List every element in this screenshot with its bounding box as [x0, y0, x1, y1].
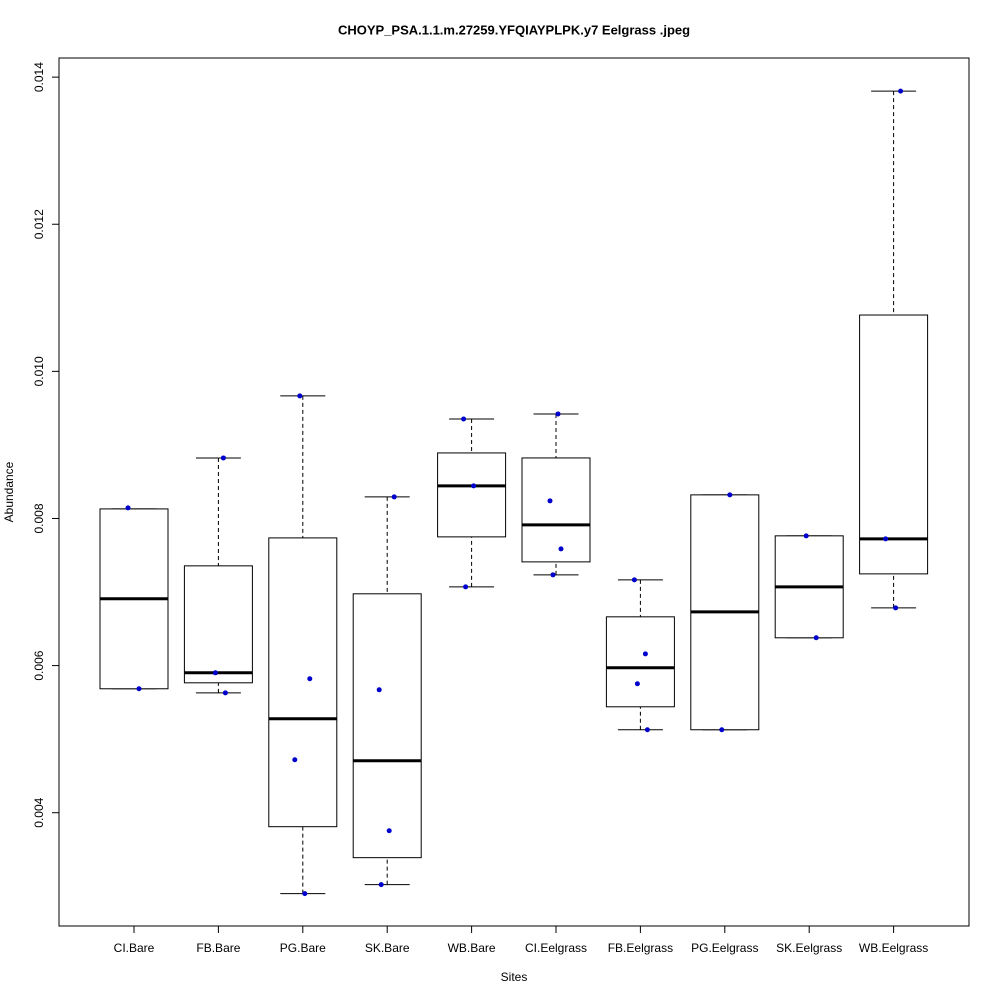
point — [378, 882, 384, 888]
x-tick-label: FB.Bare — [196, 941, 240, 955]
point — [307, 676, 313, 682]
point — [461, 416, 467, 422]
box — [352, 593, 422, 859]
point — [463, 584, 469, 590]
plot-frame — [58, 57, 970, 927]
point — [471, 483, 477, 489]
chart-title: CHOYP_PSA.1.1.m.27259.YFQIAYPLPK.y7 Eelg… — [338, 22, 690, 37]
point — [136, 686, 142, 692]
x-tick-label: PG.Eelgrass — [691, 941, 758, 955]
y-axis-label: Abundance — [2, 461, 16, 522]
point — [644, 727, 650, 733]
x-tick-label: WB.Bare — [448, 941, 496, 955]
point — [222, 690, 228, 696]
point — [297, 393, 303, 399]
point — [212, 670, 218, 676]
point — [883, 536, 889, 542]
x-tick-label: CI.Bare — [114, 941, 155, 955]
x-tick-label: SK.Bare — [365, 941, 410, 955]
point — [391, 494, 397, 500]
box — [605, 616, 675, 708]
y-tick-label: 0.014 — [32, 62, 46, 92]
point — [898, 88, 904, 94]
x-tick-label: PG.Bare — [280, 941, 326, 955]
box — [437, 452, 507, 538]
point — [642, 651, 648, 657]
y-tick-label: 0.006 — [32, 650, 46, 680]
x-tick-label: FB.Eelgrass — [608, 941, 673, 955]
point — [555, 411, 561, 417]
y-tick-label: 0.008 — [32, 503, 46, 533]
box — [521, 457, 591, 563]
point — [634, 681, 640, 687]
point — [302, 891, 308, 897]
point — [220, 455, 226, 461]
point — [893, 605, 899, 611]
box — [183, 565, 253, 684]
point — [550, 572, 556, 578]
point — [558, 546, 564, 552]
x-tick-label: WB.Eelgrass — [859, 941, 928, 955]
box — [268, 537, 338, 828]
point — [631, 577, 637, 583]
point — [803, 533, 809, 539]
point — [813, 635, 819, 641]
point — [125, 505, 131, 511]
point — [292, 757, 298, 763]
y-tick-label: 0.012 — [32, 209, 46, 239]
point — [727, 492, 733, 498]
point — [719, 727, 725, 733]
point — [547, 498, 553, 504]
y-tick-label: 0.004 — [32, 797, 46, 827]
box — [859, 314, 929, 575]
x-axis-label: Sites — [501, 970, 528, 984]
point — [376, 687, 382, 693]
x-tick-label: SK.Eelgrass — [776, 941, 842, 955]
x-tick-label: CI.Eelgrass — [525, 941, 587, 955]
point — [386, 828, 392, 834]
y-tick-label: 0.010 — [32, 356, 46, 386]
